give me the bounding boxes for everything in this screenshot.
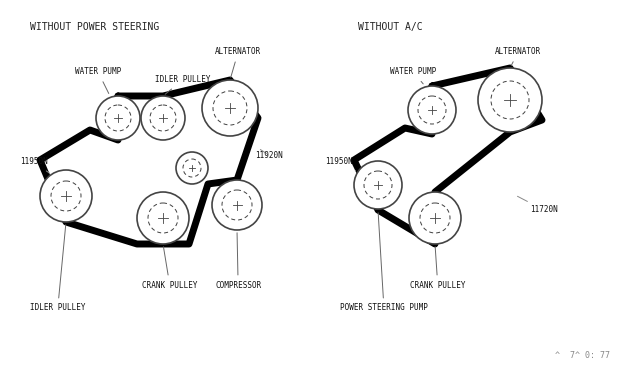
Text: 11950N: 11950N [20, 157, 50, 173]
Circle shape [176, 152, 208, 184]
Text: 11950N: 11950N [325, 157, 356, 171]
Circle shape [40, 170, 92, 222]
Circle shape [137, 192, 189, 244]
Text: CRANK PULLEY: CRANK PULLEY [410, 247, 465, 289]
Text: COMPRESSOR: COMPRESSOR [215, 233, 261, 289]
Text: CRANK PULLEY: CRANK PULLEY [142, 247, 198, 289]
Circle shape [141, 96, 185, 140]
Text: IDLER PULLEY: IDLER PULLEY [155, 76, 211, 94]
Text: 11920N: 11920N [255, 150, 283, 160]
Circle shape [202, 80, 258, 136]
Circle shape [96, 96, 140, 140]
Text: WATER PUMP: WATER PUMP [390, 67, 436, 84]
Text: IDLER PULLEY: IDLER PULLEY [30, 225, 86, 312]
Text: ALTERNATOR: ALTERNATOR [215, 48, 261, 77]
Text: WITHOUT A/C: WITHOUT A/C [358, 22, 422, 32]
Text: ALTERNATOR: ALTERNATOR [495, 48, 541, 65]
Circle shape [478, 68, 542, 132]
Circle shape [212, 180, 262, 230]
Text: WITHOUT POWER STEERING: WITHOUT POWER STEERING [30, 22, 159, 32]
Circle shape [409, 192, 461, 244]
Circle shape [354, 161, 402, 209]
Text: WATER PUMP: WATER PUMP [75, 67, 121, 93]
Text: POWER STEERING PUMP: POWER STEERING PUMP [340, 213, 428, 312]
Text: 11720N: 11720N [518, 196, 557, 215]
Text: ^  7^ 0: 77: ^ 7^ 0: 77 [555, 351, 610, 360]
Circle shape [408, 86, 456, 134]
